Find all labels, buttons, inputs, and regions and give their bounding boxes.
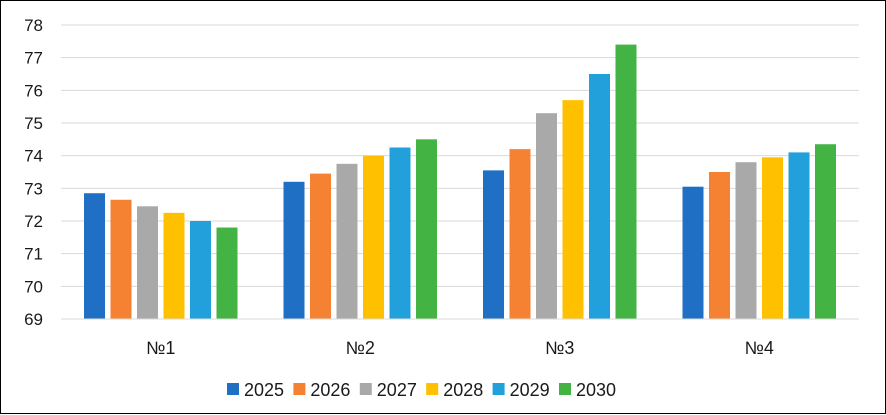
legend-swatch-2025 — [227, 383, 239, 395]
legend-swatch-2026 — [293, 383, 306, 395]
bar-2030-4 — [815, 144, 836, 319]
bar-2028-4 — [762, 157, 783, 319]
legend-label-2028: 2028 — [443, 380, 483, 400]
legend-label-2029: 2029 — [510, 380, 550, 400]
y-tick-label: 69 — [24, 310, 43, 329]
bar-2025-4 — [682, 186, 704, 319]
bar-2029-1 — [190, 221, 211, 319]
bar-2026-1 — [110, 199, 132, 319]
bar-2028-1 — [163, 212, 185, 319]
bar-2027-2 — [336, 163, 358, 319]
bar-2025-3 — [483, 170, 504, 319]
y-tick-label: 77 — [24, 49, 43, 68]
legend-label-2030: 2030 — [576, 380, 616, 400]
bar-2025-1 — [84, 193, 105, 319]
x-category-label: №3 — [545, 338, 574, 358]
bar-2028-3 — [562, 100, 584, 319]
bar-2026-3 — [509, 149, 531, 319]
y-tick-label: 70 — [24, 277, 43, 296]
bar-2029-2 — [389, 147, 411, 319]
legend-label-2025: 2025 — [244, 380, 284, 400]
bar-2030-3 — [615, 44, 637, 319]
y-tick-label: 78 — [24, 16, 43, 35]
bar-2030-1 — [216, 227, 238, 319]
legend-swatch-2029 — [492, 383, 505, 395]
bar-2030-2 — [416, 139, 437, 319]
bar-2027-3 — [536, 113, 557, 319]
x-category-label: №2 — [346, 338, 375, 358]
y-tick-label: 72 — [24, 212, 43, 231]
x-category-label: №4 — [745, 338, 774, 358]
x-category-label: №1 — [146, 338, 175, 358]
legend: 2025 2026 2027 2028 2029 2030 — [227, 380, 616, 400]
legend-label-2027: 2027 — [377, 380, 417, 400]
bar-2029-3 — [589, 74, 610, 319]
x-axis-categories: №1 №2 №3 №4 — [146, 338, 774, 358]
bar-2027-4 — [735, 162, 757, 319]
bar-2026-2 — [310, 173, 331, 319]
y-axis-ticks: 69 70 71 72 73 74 75 76 77 78 — [24, 16, 43, 329]
legend-swatch-2030 — [559, 383, 571, 395]
y-tick-label: 75 — [24, 114, 43, 133]
bar-2025-2 — [283, 181, 305, 319]
bar-2026-4 — [709, 172, 730, 319]
bar-2028-2 — [363, 155, 384, 319]
bars — [84, 44, 836, 319]
y-tick-label: 76 — [24, 81, 43, 100]
bar-2029-4 — [788, 152, 810, 319]
legend-swatch-2028 — [426, 383, 439, 395]
y-tick-label: 71 — [24, 245, 43, 264]
legend-label-2026: 2026 — [310, 380, 350, 400]
bar-2027-1 — [137, 206, 158, 319]
y-tick-label: 74 — [24, 147, 43, 166]
y-tick-label: 73 — [24, 179, 43, 198]
legend-swatch-2027 — [359, 383, 372, 395]
